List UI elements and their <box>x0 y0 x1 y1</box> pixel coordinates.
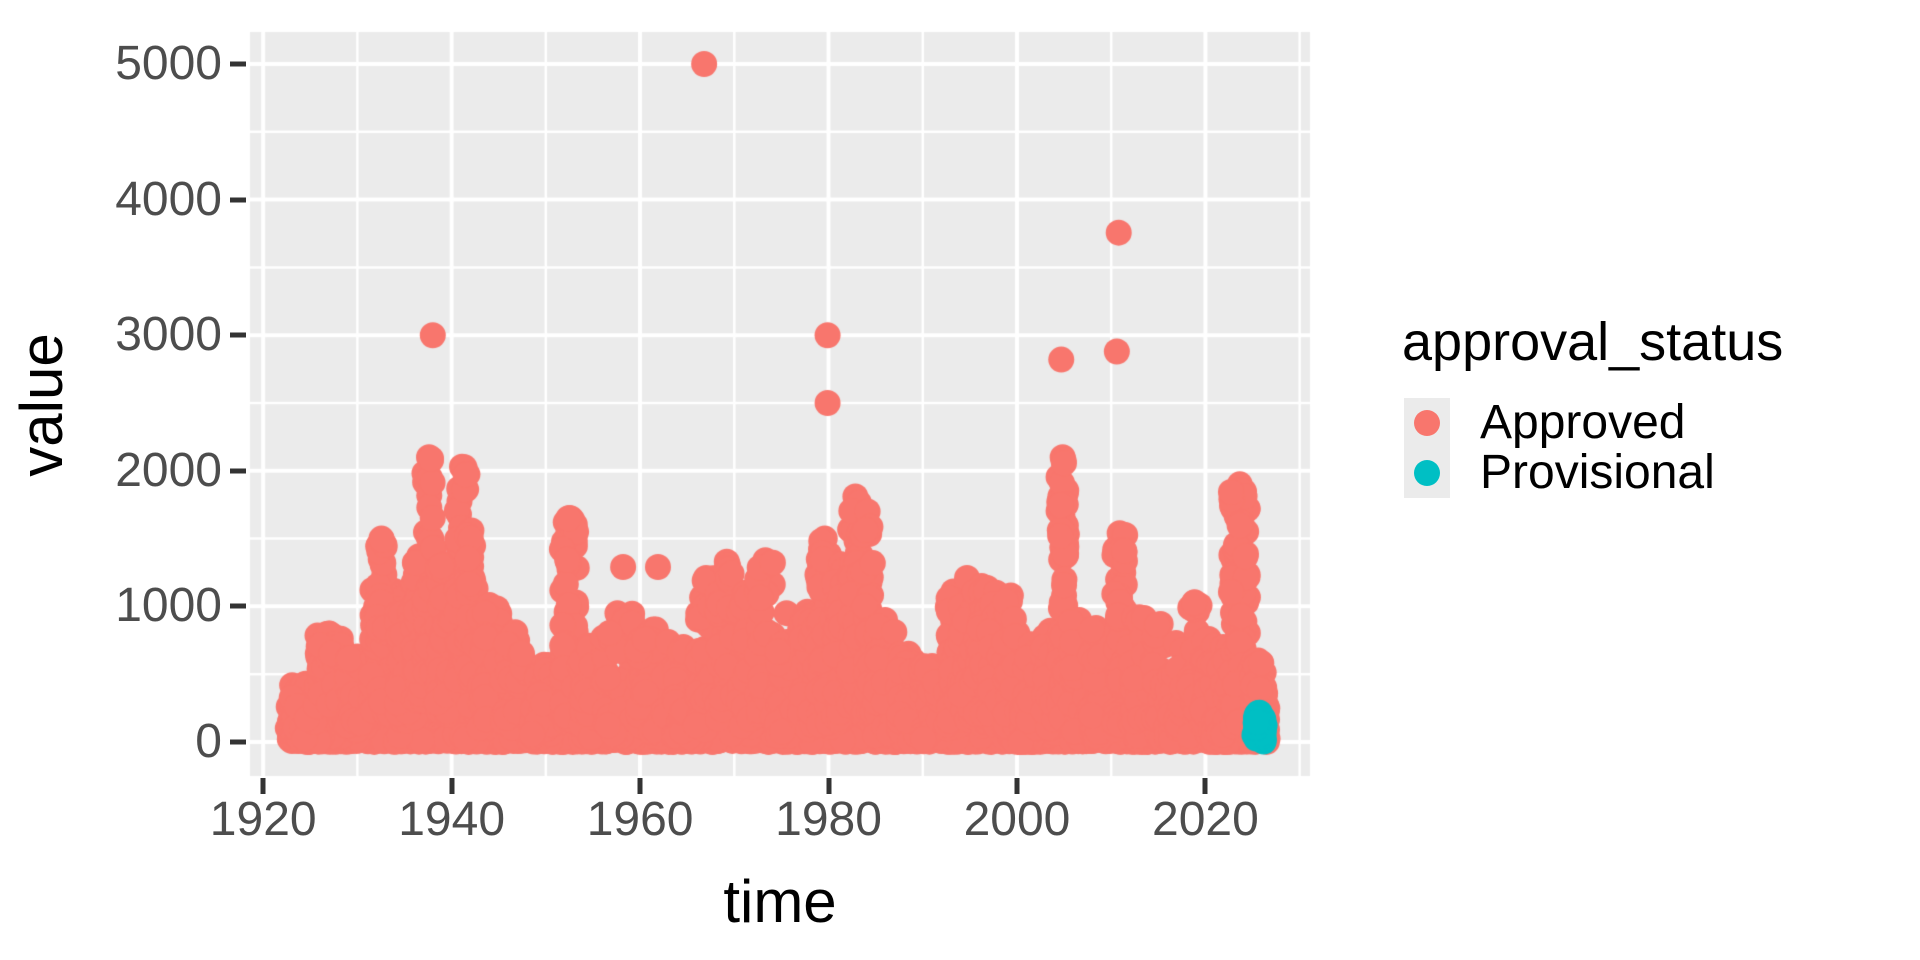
legend-label-approved: Approved <box>1480 396 1686 449</box>
y-tick-mark <box>230 468 246 474</box>
legend-key-box <box>1404 448 1450 498</box>
x-tick-mark <box>260 778 266 794</box>
x-tick-label: 1920 <box>209 793 317 846</box>
y-tick-label: 3000 <box>115 308 222 362</box>
x-tick-label: 1980 <box>775 793 882 846</box>
x-axis-title: time <box>723 868 837 935</box>
provisional-point-icon <box>1414 460 1440 486</box>
y-tick-label: 2000 <box>115 443 222 497</box>
y-tick-label: 0 <box>195 714 222 768</box>
x-tick-label: 2020 <box>1152 793 1259 846</box>
y-tick-mark <box>230 332 246 338</box>
y-tick-label: 5000 <box>115 37 222 90</box>
legend-item-provisional: Provisional <box>1404 448 1715 498</box>
y-tick-mark <box>230 739 246 745</box>
x-tick-mark <box>1202 778 1208 794</box>
x-tick-mark <box>637 778 643 794</box>
x-tick-mark <box>449 778 455 794</box>
approved-point-icon <box>1414 410 1440 436</box>
y-tick-label: 1000 <box>115 579 222 633</box>
x-tick-label: 2000 <box>963 793 1071 846</box>
y-tick-mark <box>230 61 246 67</box>
x-tick-mark <box>1014 778 1020 794</box>
legend-label-provisional: Provisional <box>1480 446 1715 499</box>
x-tick-label: 1960 <box>586 793 694 846</box>
legend: approval_status Approved Provisional <box>1402 312 1784 498</box>
legend-items: Approved Provisional <box>1404 398 1715 498</box>
legend-item-approved: Approved <box>1404 398 1715 448</box>
y-axis-title: value <box>8 333 75 477</box>
y-tick-mark <box>230 603 246 609</box>
x-tick-label: 1940 <box>398 793 506 846</box>
legend-key-box <box>1404 398 1450 448</box>
x-tick-mark <box>826 778 832 794</box>
legend-title: approval_status <box>1402 312 1784 372</box>
y-tick-mark <box>230 197 246 203</box>
y-tick-label: 4000 <box>115 172 222 226</box>
